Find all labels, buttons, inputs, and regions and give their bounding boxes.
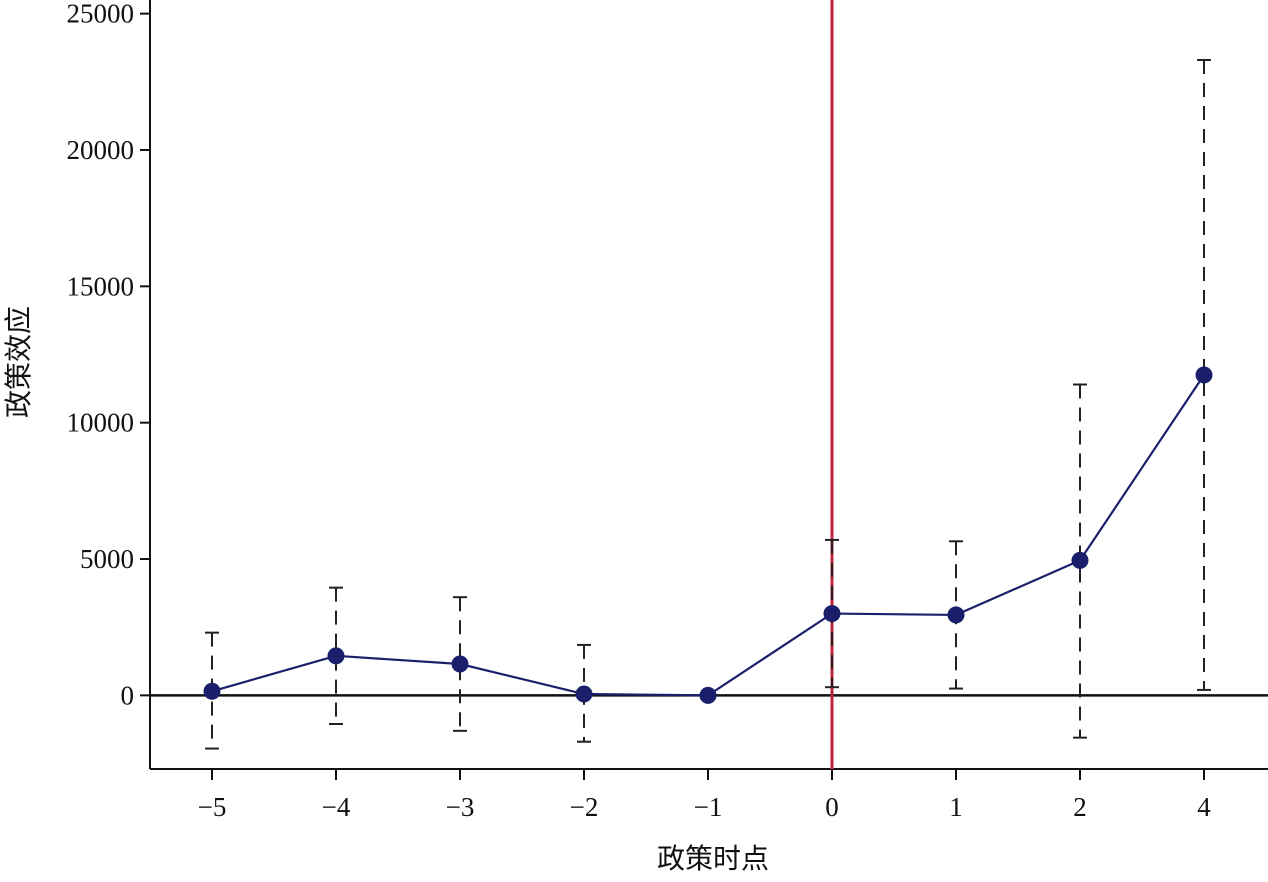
series-line	[211, 374, 1205, 697]
x-tick-label: −3	[446, 792, 475, 822]
x-tick-label: 0	[825, 792, 839, 822]
x-tick-label: 4	[1197, 792, 1211, 822]
x-tick-label: −2	[570, 792, 599, 822]
data-point	[1195, 366, 1213, 384]
data-point	[203, 682, 221, 700]
y-tick-label: 25000	[67, 0, 135, 29]
y-axis-title: 政策效应	[2, 306, 35, 418]
y-tick-label: 15000	[67, 271, 135, 301]
data-point	[451, 655, 469, 673]
x-axis-title: 政策时点	[657, 842, 769, 875]
y-tick-label: 5000	[80, 544, 134, 574]
x-tick-label: −1	[694, 792, 723, 822]
y-tick-label: 20000	[67, 135, 135, 165]
data-point	[947, 606, 965, 624]
data-point	[327, 647, 345, 665]
y-tick-label: 10000	[67, 408, 135, 438]
data-point	[1071, 551, 1089, 569]
plot-area: 0 5000 10000 15000 20000 25000 −5 −4 −3 −2 −1 0 1 2 4	[67, 0, 1268, 822]
data-point	[575, 685, 593, 703]
y-tick-label: 0	[121, 680, 135, 710]
data-point	[699, 686, 717, 704]
x-tick-label: −5	[198, 792, 227, 822]
x-tick-label: 1	[949, 792, 963, 822]
x-tick-label: 2	[1073, 792, 1087, 822]
x-tick-label: −4	[322, 792, 351, 822]
data-point	[823, 605, 841, 623]
